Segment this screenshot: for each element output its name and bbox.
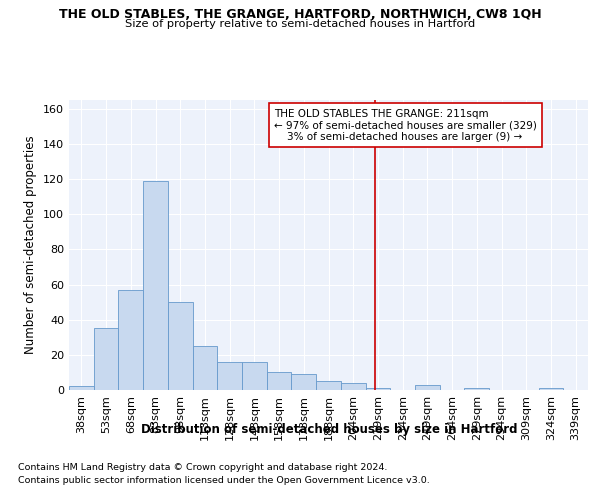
Bar xyxy=(341,383,365,390)
Text: Contains public sector information licensed under the Open Government Licence v3: Contains public sector information licen… xyxy=(18,476,430,485)
Text: Contains HM Land Registry data © Crown copyright and database right 2024.: Contains HM Land Registry data © Crown c… xyxy=(18,462,388,471)
Bar xyxy=(168,302,193,390)
Text: Distribution of semi-detached houses by size in Hartford: Distribution of semi-detached houses by … xyxy=(140,422,517,436)
Text: THE OLD STABLES THE GRANGE: 211sqm
← 97% of semi-detached houses are smaller (32: THE OLD STABLES THE GRANGE: 211sqm ← 97%… xyxy=(274,108,537,142)
Bar xyxy=(94,328,118,390)
Bar xyxy=(267,372,292,390)
Y-axis label: Number of semi-detached properties: Number of semi-detached properties xyxy=(25,136,37,354)
Bar xyxy=(292,374,316,390)
Bar xyxy=(316,381,341,390)
Bar xyxy=(118,290,143,390)
Text: THE OLD STABLES, THE GRANGE, HARTFORD, NORTHWICH, CW8 1QH: THE OLD STABLES, THE GRANGE, HARTFORD, N… xyxy=(59,8,541,20)
Bar xyxy=(539,388,563,390)
Bar xyxy=(365,388,390,390)
Bar xyxy=(464,388,489,390)
Text: Size of property relative to semi-detached houses in Hartford: Size of property relative to semi-detach… xyxy=(125,19,475,29)
Bar xyxy=(193,346,217,390)
Bar xyxy=(69,386,94,390)
Bar xyxy=(217,362,242,390)
Bar xyxy=(242,362,267,390)
Bar xyxy=(143,181,168,390)
Bar xyxy=(415,384,440,390)
